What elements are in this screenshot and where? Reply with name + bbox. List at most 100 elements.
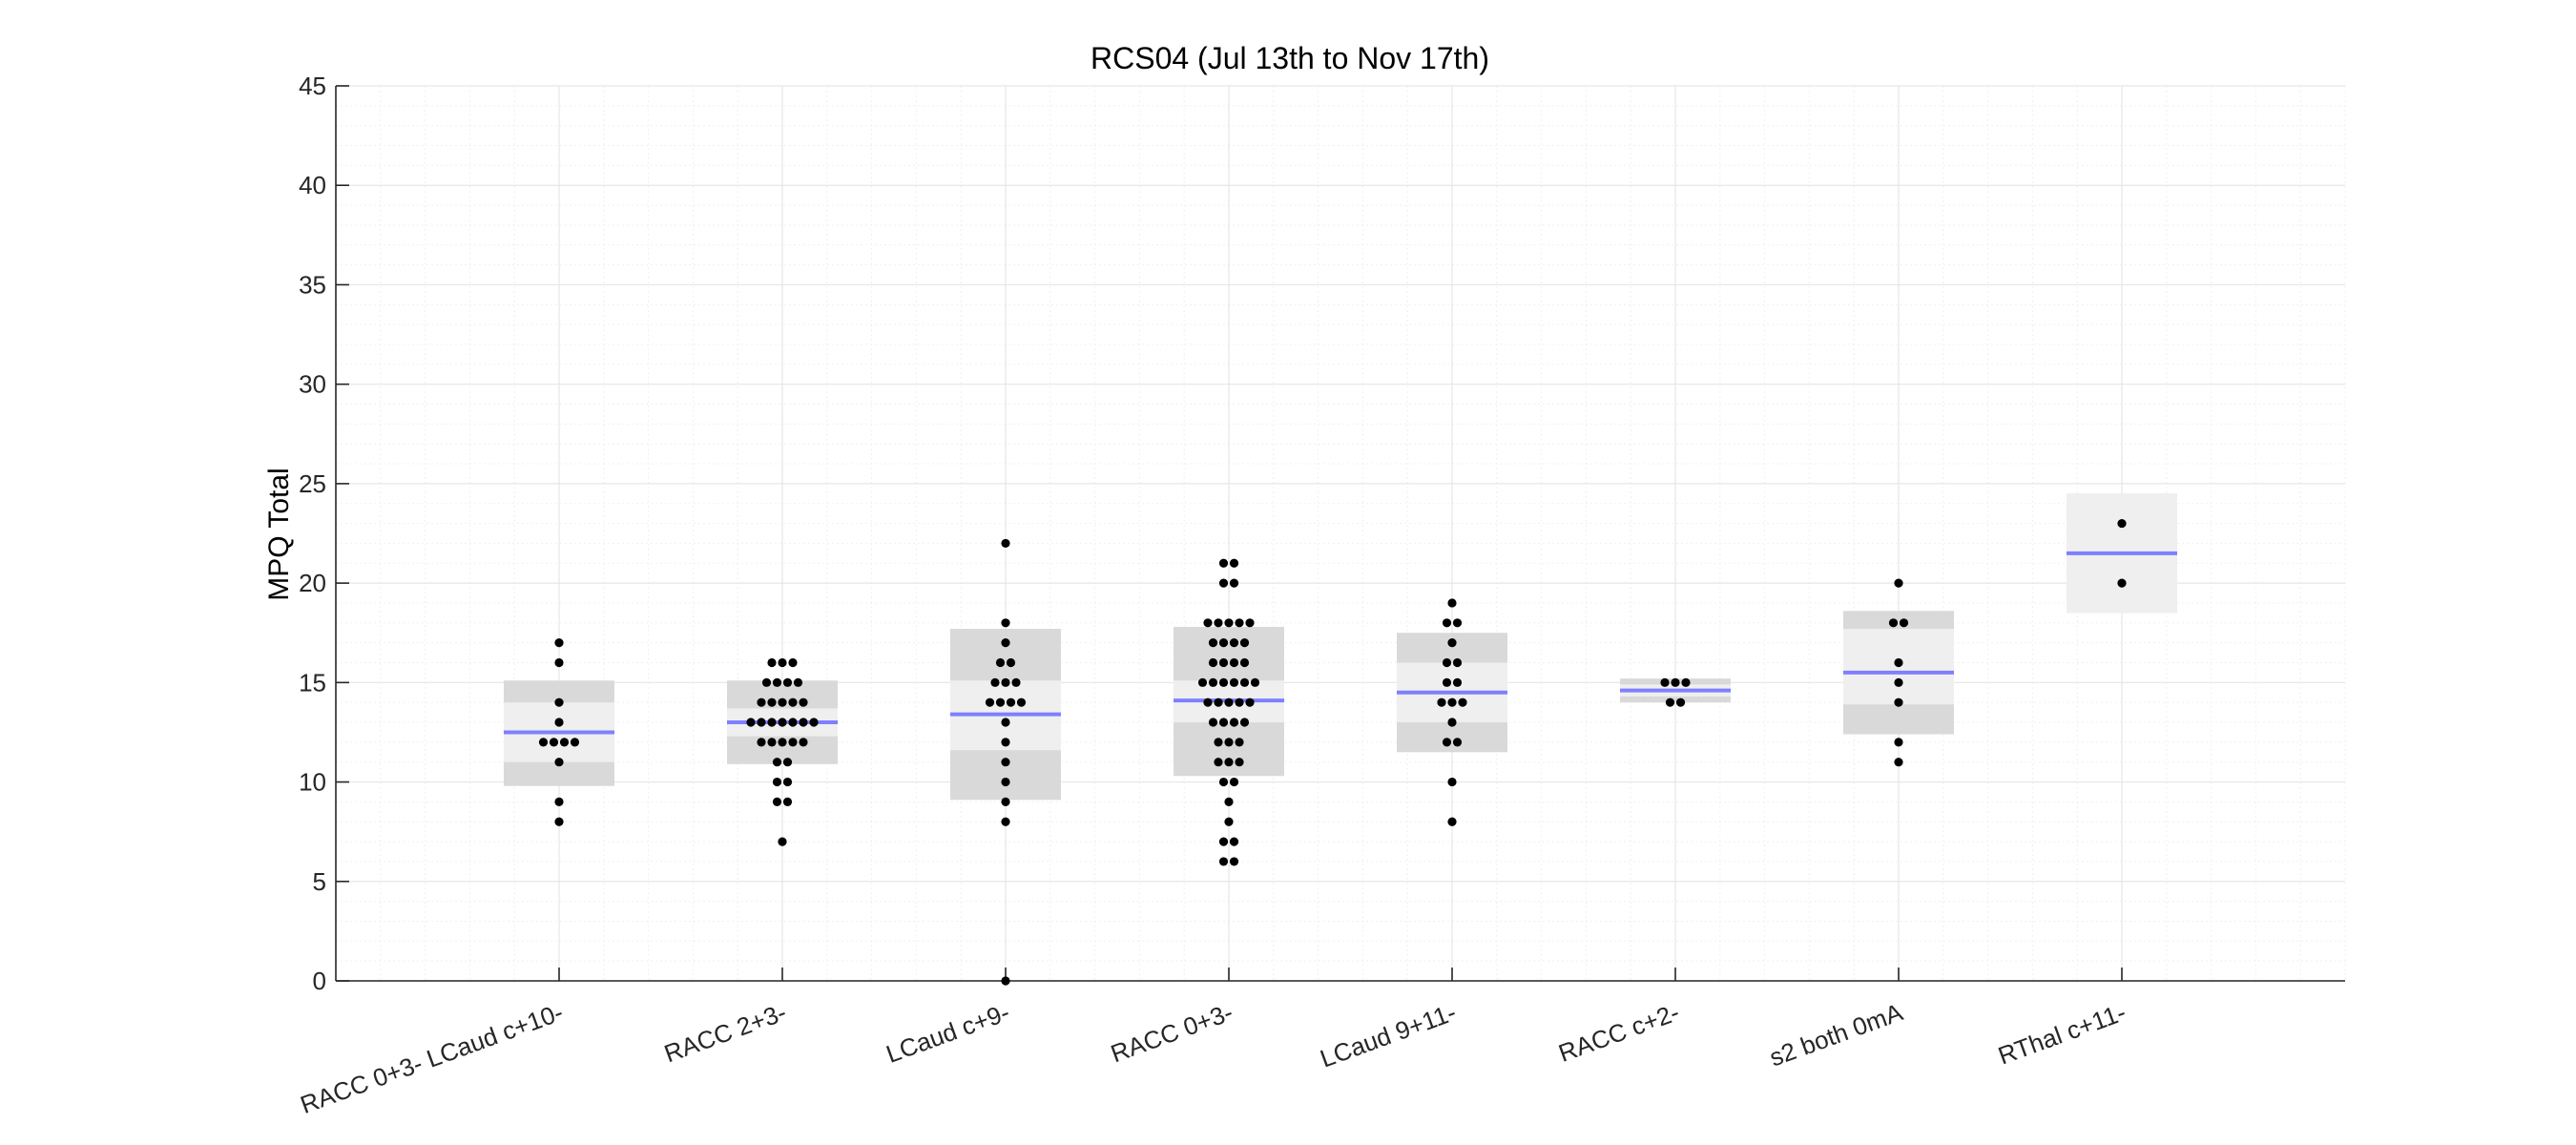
data-point <box>1229 837 1239 846</box>
data-point <box>554 638 564 648</box>
data-point <box>1894 677 1903 687</box>
data-point <box>1899 618 1909 628</box>
data-point <box>985 697 995 707</box>
data-point <box>554 657 564 668</box>
data-point <box>1001 777 1010 787</box>
data-point <box>1214 758 1223 767</box>
data-point <box>1452 738 1463 747</box>
data-point <box>1229 777 1239 787</box>
data-point <box>1218 578 1229 588</box>
data-point <box>1001 538 1010 549</box>
data-point <box>788 657 798 668</box>
data-point <box>1235 618 1244 628</box>
data-point <box>1894 657 1903 668</box>
data-point <box>570 738 580 747</box>
data-point <box>1447 817 1457 826</box>
data-point <box>1001 758 1010 767</box>
y-tick-label: 45 <box>299 72 326 100</box>
data-point <box>1447 598 1457 608</box>
data-point <box>782 797 793 807</box>
y-tick-label: 0 <box>313 967 326 995</box>
data-point <box>772 797 782 807</box>
data-point <box>1239 718 1250 727</box>
data-point <box>1214 738 1223 747</box>
data-point <box>1001 817 1010 826</box>
data-point <box>1671 677 1680 687</box>
data-point <box>1229 857 1239 866</box>
data-point <box>782 777 793 787</box>
x-tick-label: RACC 0+3- <box>1107 997 1236 1068</box>
data-point <box>1447 777 1457 787</box>
data-point <box>767 697 777 707</box>
data-point <box>559 738 570 747</box>
data-point <box>1011 677 1021 687</box>
x-tick-label: RThal c+11- <box>1994 997 2129 1070</box>
data-point <box>1229 638 1239 648</box>
data-point <box>1235 697 1244 707</box>
x-tick-label: RACC 2+3- <box>660 997 790 1068</box>
data-point <box>1442 618 1452 628</box>
data-point <box>538 738 549 747</box>
data-point <box>1208 657 1218 668</box>
data-point <box>1894 758 1903 767</box>
data-point <box>1218 837 1229 846</box>
data-point <box>799 697 808 707</box>
data-point <box>1224 738 1234 747</box>
data-point <box>554 797 564 807</box>
data-point <box>1001 618 1010 628</box>
y-tick-label: 15 <box>299 668 326 697</box>
data-point <box>1006 657 1016 668</box>
y-axis-label: MPQ Total <box>263 468 295 601</box>
data-point <box>1660 677 1670 687</box>
box-layer <box>504 493 2177 801</box>
data-point <box>757 718 766 727</box>
data-point <box>1203 618 1213 628</box>
data-point <box>554 758 564 767</box>
data-point <box>1442 738 1452 747</box>
chart-title: RCS04 (Jul 13th to Nov 17th) <box>1091 41 1489 75</box>
y-tick-label: 10 <box>299 768 326 797</box>
data-point <box>799 738 808 747</box>
data-point <box>1214 618 1223 628</box>
data-point <box>1208 638 1218 648</box>
data-point <box>1447 697 1457 707</box>
axis-layer: 0 5 10 15 20 25 30 35 40 45 RACC 0+3- LCaud c+10- R… <box>297 72 2345 1119</box>
data-point <box>554 817 564 826</box>
data-point <box>1229 677 1239 687</box>
data-point <box>1224 618 1234 628</box>
data-point <box>1001 797 1010 807</box>
data-point <box>1208 677 1218 687</box>
data-point <box>1001 677 1010 687</box>
data-point <box>1224 817 1234 826</box>
data-point <box>1001 638 1010 648</box>
data-point <box>1437 697 1446 707</box>
data-point <box>1675 697 1686 707</box>
x-tick-label: LCaud 9+11- <box>1317 997 1460 1072</box>
data-point <box>778 657 787 668</box>
grid-layer <box>335 85 2346 982</box>
point-layer <box>538 518 2127 986</box>
y-tick-label: 20 <box>299 569 326 597</box>
data-point <box>761 677 772 687</box>
data-point <box>995 657 1006 668</box>
data-point <box>1016 697 1027 707</box>
data-point <box>782 677 793 687</box>
data-point <box>1442 657 1452 668</box>
data-point <box>746 718 756 727</box>
data-point <box>554 718 564 727</box>
y-tick-label: 25 <box>299 469 326 498</box>
data-point <box>1224 697 1234 707</box>
data-point <box>778 718 787 727</box>
data-point <box>554 697 564 707</box>
data-point <box>1442 677 1452 687</box>
data-point <box>1888 618 1899 628</box>
data-point <box>995 697 1006 707</box>
data-point <box>1239 677 1250 687</box>
data-point <box>772 758 782 767</box>
data-point <box>1235 738 1244 747</box>
data-point <box>1681 677 1691 687</box>
y-tick-label: 40 <box>299 171 326 199</box>
data-point <box>767 657 777 668</box>
